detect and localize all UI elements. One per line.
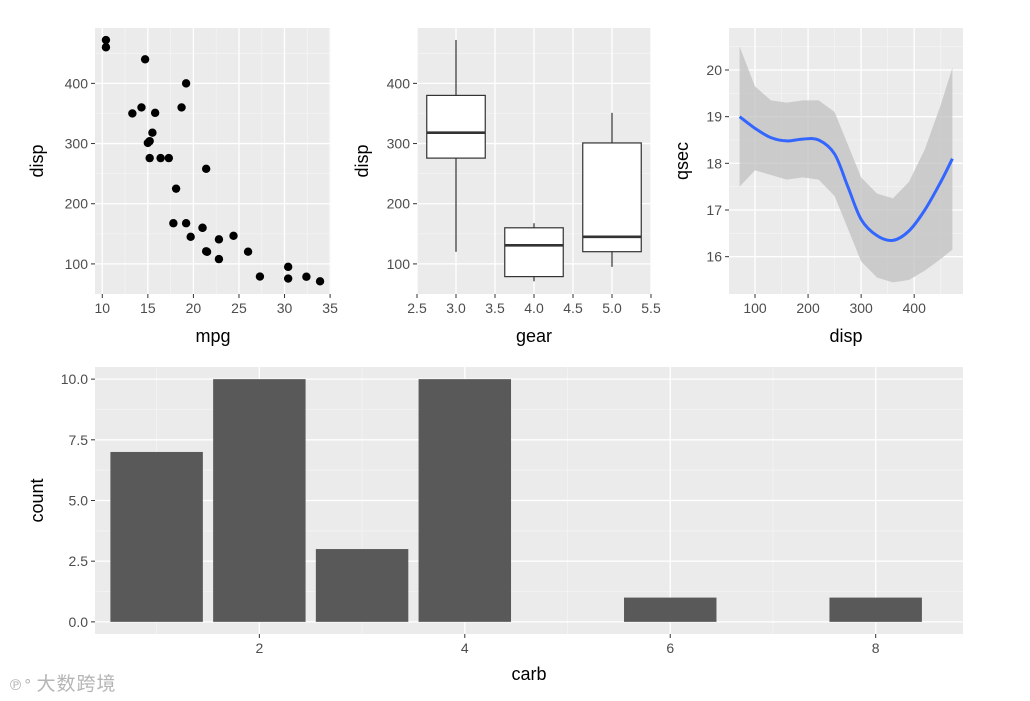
scatter-point	[198, 223, 207, 233]
scatter-point	[302, 272, 311, 281]
scatter-point	[214, 254, 224, 264]
panel-1-x-tick-label: 25	[231, 300, 247, 316]
panel-1-x-tick-label: 20	[186, 300, 202, 316]
panel-2-y-tick-label: 400	[387, 75, 411, 91]
bar	[315, 549, 409, 622]
scatter-point	[243, 247, 253, 256]
scatter-point	[171, 184, 181, 193]
panel-2-x-axis-label: gear	[516, 326, 552, 346]
smooth-line	[738, 115, 954, 242]
panel-4-y-tick-label: 7.5	[69, 432, 89, 448]
panel-1-x-tick-label: 30	[277, 300, 293, 316]
panel-2-x-tick-label: 2.5	[407, 300, 427, 316]
panel-2-y-tick-label: 300	[387, 136, 411, 152]
scatter-point	[181, 219, 191, 228]
bar	[213, 379, 306, 622]
smooth-confidence-ribbon	[739, 46, 953, 283]
panel-3-y-tick-label: 18	[706, 155, 722, 171]
panel-2-y-tick-label: 200	[387, 196, 411, 212]
scatter-point	[164, 153, 174, 163]
scatter-point	[150, 108, 160, 118]
scatter-point	[148, 128, 157, 137]
panel-1-y-tick-label: 400	[65, 75, 89, 91]
panel-4-x-tick-label: 6	[666, 640, 674, 656]
panel-3-x-tick-label: 200	[796, 300, 820, 316]
panel-3-x-tick-label: 400	[903, 300, 927, 316]
panel-1-y-axis-label: disp	[27, 144, 47, 177]
panel-4-x-tick-label: 8	[872, 640, 880, 656]
bar	[624, 597, 717, 622]
scatter-point	[137, 103, 146, 112]
panel-4-y-tick-label: 0.0	[69, 614, 89, 630]
panel-1-x-tick-label: 10	[95, 300, 111, 316]
panel-3-x-tick-label: 100	[743, 300, 767, 316]
scatter-point	[181, 79, 191, 88]
panel-3-y-tick-label: 20	[706, 62, 722, 78]
watermark: ℗° 大数跨境	[8, 669, 117, 696]
panel-2-x-tick-label: 5.0	[602, 300, 622, 316]
panel-2-x-tick-label: 4.0	[524, 300, 544, 316]
panel-1-x-tick-label: 35	[322, 300, 338, 316]
panel-3-x-tick-label: 300	[849, 300, 873, 316]
bar	[418, 379, 512, 622]
panel-2-x-tick-label: 4.5	[563, 300, 583, 316]
panel-2-x-tick-label: 5.5	[641, 300, 661, 316]
panel-1-y-tick-label: 300	[65, 136, 89, 152]
scatter-point	[177, 103, 186, 112]
boxplot-box	[426, 94, 486, 159]
panel-1-x-axis-label: mpg	[195, 326, 230, 346]
panel-4-x-tick-label: 4	[461, 640, 469, 656]
panel-1-y-tick-label: 200	[65, 196, 89, 212]
scatter-point	[156, 153, 165, 163]
scatter-point	[143, 138, 153, 148]
scatter-point	[283, 262, 293, 272]
bar	[829, 597, 922, 622]
panel-3-y-tick-label: 17	[706, 202, 722, 218]
panel-2-y-tick-label: 100	[387, 256, 411, 272]
panel-1-y-tick-label: 100	[65, 256, 89, 272]
scatter-point	[315, 277, 325, 286]
scatter-point	[145, 153, 154, 163]
scatter-point	[101, 35, 111, 45]
scatter-point	[140, 55, 150, 64]
panel-2-y-axis-label: disp	[352, 144, 372, 177]
bar	[110, 451, 203, 622]
boxplot-box	[504, 227, 564, 278]
panel-4-y-axis-label: count	[27, 478, 47, 522]
scatter-point	[201, 164, 211, 174]
panel-3-y-tick-label: 16	[706, 249, 722, 265]
scatter-point	[214, 235, 224, 244]
scatter-point	[201, 247, 211, 256]
panel-3-x-axis-label: disp	[829, 326, 862, 346]
boxplot-box	[582, 142, 642, 253]
panel-1-x-tick-label: 15	[140, 300, 156, 316]
panel-2-x-tick-label: 3.0	[446, 300, 466, 316]
panel-4-y-tick-label: 2.5	[69, 553, 89, 569]
panel-4-y-tick-label: 10.0	[61, 371, 88, 387]
scatter-point	[101, 43, 111, 52]
scatter-point	[186, 232, 195, 242]
scatter-point	[128, 109, 137, 118]
panel-4-x-tick-label: 2	[255, 640, 263, 656]
panel-4-x-axis-label: carb	[511, 664, 546, 684]
panel-3-y-tick-label: 19	[706, 109, 722, 125]
scatter-point	[283, 274, 293, 283]
panel-1-background	[95, 28, 331, 294]
scatter-point	[169, 219, 178, 228]
panel-3-y-axis-label: qsec	[672, 142, 692, 180]
watermark-text: 大数跨境	[36, 673, 117, 695]
scatter-point	[255, 272, 265, 281]
scatter-point	[229, 231, 238, 241]
watermark-logo-icon: ℗°	[8, 676, 33, 694]
panel-2-x-tick-label: 3.5	[485, 300, 505, 316]
panel-4-y-tick-label: 5.0	[69, 493, 89, 509]
